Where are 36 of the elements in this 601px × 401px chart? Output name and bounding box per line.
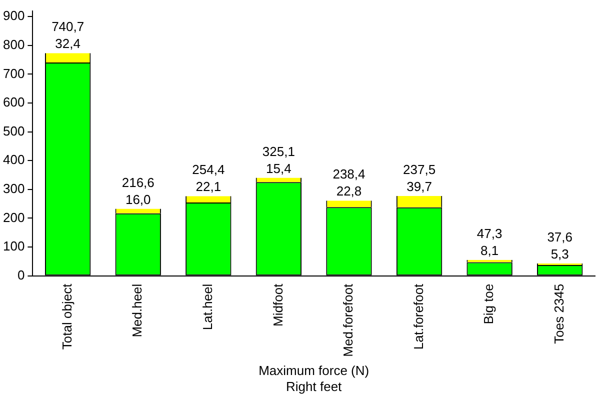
y-tick-label: 200 — [2, 210, 25, 225]
data-label: 216,6 — [122, 174, 154, 190]
data-label: 325,1 — [262, 144, 295, 159]
y-tick-label: 0 — [17, 267, 25, 282]
x-tick-label: Lat.heel — [200, 284, 215, 330]
y-tick-label: 400 — [2, 152, 25, 168]
data-label: 238,4 — [332, 166, 366, 182]
y-tick-label: 300 — [2, 180, 25, 196]
y-tick-label: 900 — [2, 8, 25, 24]
data-label: 47,3 — [476, 226, 502, 241]
y-tick-label: 700 — [2, 66, 25, 81]
y-tick-label: 500 — [2, 123, 25, 138]
x-tick-label: Med.forefoot — [340, 283, 356, 357]
data-label: 5,3 — [550, 246, 569, 262]
data-label: 32,4 — [55, 36, 80, 52]
data-label: 37,6 — [547, 230, 573, 245]
data-label: 8,1 — [480, 242, 499, 258]
data-label: 237,5 — [403, 162, 436, 178]
data-label: 22,1 — [196, 179, 222, 194]
data-label: 16,0 — [125, 192, 151, 207]
x-tick-label: Big toe — [481, 284, 496, 324]
y-tick-label: 600 — [2, 94, 25, 110]
y-tick-label: 100 — [2, 238, 25, 254]
data-label: 740,7 — [52, 19, 84, 34]
data-label: 39,7 — [406, 179, 432, 194]
x-tick-label: Med.heel — [130, 284, 145, 338]
x-axis-title: Maximum force (N) — [258, 363, 370, 378]
data-label: 254,4 — [192, 162, 225, 178]
x-tick-label: Total object — [59, 283, 74, 350]
text: Right feet — [286, 378, 342, 394]
y-tick-label: 800 — [2, 36, 25, 52]
x-tick-label: Midfoot — [270, 283, 286, 326]
data-label: 15,4 — [266, 160, 292, 176]
x-tick-label: Lat.forefoot — [410, 283, 426, 350]
x-tick-label: Toes 2345 — [551, 284, 566, 344]
data-label: 22,8 — [336, 184, 362, 199]
